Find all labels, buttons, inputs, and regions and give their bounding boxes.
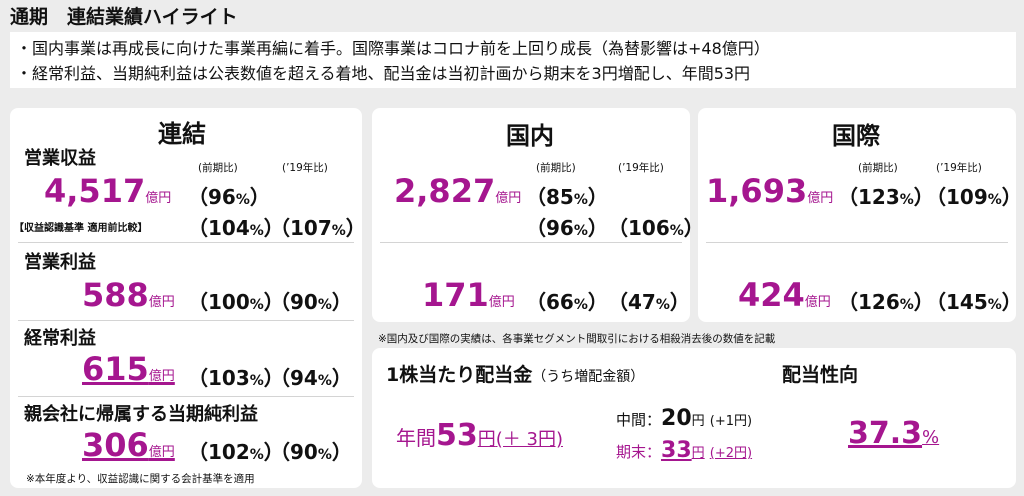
- domestic-operating-income-vs2019: （47%）: [608, 290, 690, 314]
- international-revenue-yoy: （123%）: [838, 185, 934, 209]
- vs-2019-label: (’19年比): [618, 162, 664, 174]
- dividend-title: 1株当たり配当金（うち増配金額）: [386, 364, 645, 386]
- net-income-vs2019: （90%）: [270, 440, 352, 464]
- international-title: 国際: [832, 122, 880, 150]
- net-income-value: 306億円: [82, 426, 175, 464]
- ordinary-income-yoy: （103%）: [188, 366, 284, 390]
- summary-bullet-1: ・国内事業は再成長に向けた事業再編に着手。国際事業はコロナ前を上回り成長（為替影…: [16, 39, 770, 58]
- prev-year-label: (前期比): [198, 162, 238, 174]
- summary-bullet-2: ・経常利益、当期純利益は公表数値を超える着地、配当金は当初計画から期末を3円増配…: [16, 64, 751, 83]
- prev-year-label: (前期比): [536, 162, 576, 174]
- operating-income-label: 営業利益: [24, 252, 96, 273]
- segment-footnote: ※国内及び国際の実績は、各事業セグメント間取引における相殺消去後の数値を記載: [378, 333, 776, 345]
- international-operating-income-vs2019: （145%）: [926, 290, 1022, 314]
- domestic-revenue-value: 2,827億円: [394, 172, 522, 210]
- interim-dividend: 中間：20円 (+1円): [616, 406, 753, 431]
- net-income-label: 親会社に帰属する当期純利益: [24, 404, 258, 425]
- domestic-operating-income-yoy: （66%）: [526, 290, 608, 314]
- divider: [18, 396, 354, 397]
- operating-income-yoy: （100%）: [188, 290, 284, 314]
- revenue-value: 4,517億円: [44, 172, 172, 210]
- international-operating-income-value: 424億円: [738, 276, 831, 314]
- payout-ratio-value: 37.3%: [848, 416, 940, 451]
- domestic-revenue-adjusted-vs2019: （106%）: [608, 216, 704, 240]
- international-operating-income-yoy: （126%）: [838, 290, 934, 314]
- international-revenue-vs2019: （109%）: [926, 185, 1022, 209]
- domestic-operating-income-value: 171億円: [422, 276, 515, 314]
- dividend-panel: 1株当たり配当金（うち増配金額） 配当性向 年間53円(＋ 3円) 中間：20円…: [372, 348, 1016, 488]
- summary-box: ・国内事業は再成長に向けた事業再編に着手。国際事業はコロナ前を上回り成長（為替影…: [10, 32, 1016, 88]
- annual-dividend: 年間53円(＋ 3円): [396, 418, 563, 453]
- international-revenue-value: 1,693億円: [706, 172, 834, 210]
- international-panel: 国際 (前期比) (’19年比) 1,693億円 （123%） （109%） 4…: [698, 108, 1022, 322]
- ordinary-income-vs2019: （94%）: [270, 366, 352, 390]
- page-title: 通期 連結業績ハイライト: [10, 6, 238, 28]
- operating-income-value: 588億円: [82, 276, 175, 314]
- domestic-revenue-adjusted-yoy: （96%）: [526, 216, 608, 240]
- domestic-title: 国内: [506, 122, 554, 150]
- final-dividend: 期末：33円 (+2円): [616, 438, 753, 463]
- revenue-yoy: （96%）: [188, 185, 270, 209]
- net-income-yoy: （102%）: [188, 440, 284, 464]
- divider: [18, 320, 354, 321]
- consolidated-footnote: ※本年度より、収益認識に関する会計基準を適用: [26, 473, 255, 485]
- domestic-panel: 国内 (前期比) (’19年比) 2,827億円 （85%） （96%） （10…: [372, 108, 704, 322]
- operating-income-vs2019: （90%）: [270, 290, 352, 314]
- divider: [706, 242, 1008, 243]
- consolidated-panel: 連結 営業収益 (前期比) (’19年比) 4,517億円 （96%） 【収益認…: [10, 108, 366, 488]
- consolidated-title: 連結: [158, 120, 206, 148]
- revenue-adjusted-yoy: （104%）: [188, 216, 284, 240]
- divider: [380, 242, 682, 243]
- ordinary-income-value: 615億円: [82, 350, 175, 388]
- ordinary-income-label: 経常利益: [24, 328, 96, 349]
- divider: [18, 242, 354, 243]
- vs-2019-label: (’19年比): [936, 162, 982, 174]
- prev-year-label: (前期比): [858, 162, 898, 174]
- payout-ratio-title: 配当性向: [782, 364, 859, 386]
- revenue-adjusted-note: 【収益認識基準 適用前比較】: [14, 223, 148, 234]
- vs-2019-label: (’19年比): [282, 162, 328, 174]
- domestic-revenue-yoy: （85%）: [526, 185, 608, 209]
- revenue-adjusted-vs2019: （107%）: [270, 216, 366, 240]
- revenue-label: 営業収益: [24, 148, 96, 169]
